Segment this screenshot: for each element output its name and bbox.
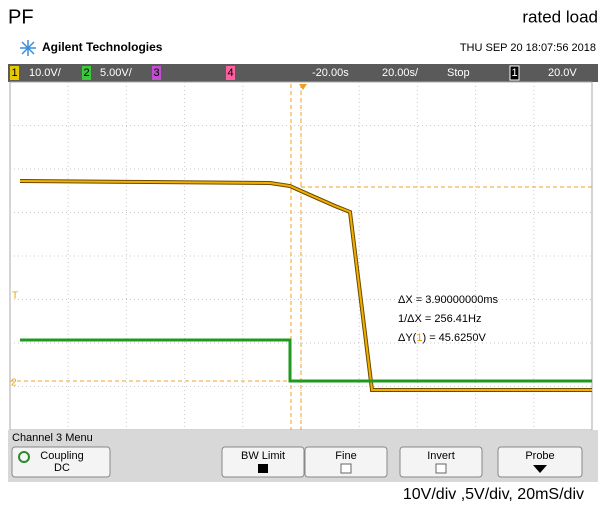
ch1-number: 1: [11, 67, 17, 79]
ch1-badge: [10, 66, 19, 80]
delta-y: ΔY(1) = 45.6250V: [398, 332, 486, 344]
softkey[interactable]: [221, 446, 305, 478]
menu-title: Channel 3 Menu: [12, 432, 93, 444]
ch2-number: 2: [83, 67, 89, 79]
ch2-scale: 5.00V/: [100, 67, 133, 79]
softkey-label: BW Limit: [241, 450, 285, 462]
softkey[interactable]: [399, 446, 483, 478]
delta-y-prefix: ΔY(: [398, 332, 417, 344]
delta-x: ΔX = 3.90000000ms: [398, 294, 498, 306]
subtitle: rated load: [522, 7, 598, 26]
brand: Agilent Technologies: [42, 40, 163, 54]
softkey[interactable]: [497, 446, 583, 478]
ch4-number: 4: [227, 67, 233, 79]
trigger-badge: [509, 65, 520, 81]
caption: 10V/div ,5V/div, 20mS/div: [403, 486, 584, 503]
probe-arrow: [533, 465, 547, 473]
softkey[interactable]: [11, 446, 111, 478]
inverse-delta-x: 1/ΔX = 256.41Hz: [398, 313, 481, 325]
trigger-source: 1: [511, 67, 517, 79]
ch1-trace: [19, 180, 592, 391]
timebase: 20.00s/: [382, 67, 419, 79]
ch2-badge: [82, 66, 91, 80]
delta-y-channel: 1: [416, 332, 422, 344]
softkey[interactable]: [304, 446, 388, 478]
ch2-trace: [20, 338, 592, 383]
delay: -20.00s: [312, 67, 349, 79]
coupling-icon: [18, 451, 30, 463]
softkey-label: Coupling: [40, 450, 83, 462]
grid: [10, 82, 592, 430]
softkey-label: Fine: [335, 450, 356, 462]
softkey-label: Invert: [427, 450, 455, 462]
softkey-label: Probe: [525, 450, 554, 462]
checkbox: [435, 463, 447, 474]
trigger-marker: T: [12, 291, 18, 302]
run-state: Stop: [447, 67, 470, 79]
softkey-value: DC: [54, 462, 70, 474]
ch3-number: 3: [153, 67, 159, 79]
datetime: THU SEP 20 18:07:56 2018: [460, 42, 596, 54]
ch1-scale: 10.0V/: [29, 67, 62, 79]
ch3-badge: [152, 66, 161, 80]
ch4-badge: [226, 66, 235, 80]
checkbox-checked: [258, 464, 268, 473]
ch2-ground-marker: 2: [11, 378, 17, 389]
title: PF: [8, 6, 34, 28]
logo: [20, 40, 36, 56]
trigger-level: 20.0V: [548, 67, 577, 79]
delta-y-suffix: ) = 45.6250V: [422, 332, 486, 344]
checkbox: [340, 463, 352, 474]
